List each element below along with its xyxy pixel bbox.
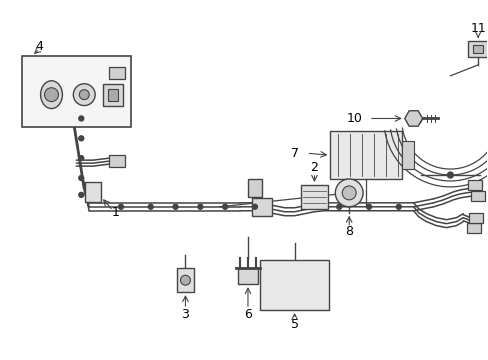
Bar [176,268,194,292]
Text: 2: 2 [310,161,318,174]
Ellipse shape [41,81,62,109]
Bar [468,41,487,57]
Circle shape [180,275,190,285]
Text: 7: 7 [290,147,298,160]
Circle shape [335,179,362,207]
Text: 10: 10 [346,112,361,125]
Bar [21,56,131,127]
Circle shape [79,116,83,121]
Circle shape [342,186,355,200]
Circle shape [79,136,83,141]
Text: 6: 6 [244,309,251,321]
Bar [401,141,413,170]
Text: 9: 9 [414,114,422,127]
Text: 3: 3 [181,309,189,321]
Circle shape [173,204,178,209]
Bar [109,67,124,79]
Circle shape [447,172,452,178]
Circle shape [79,90,89,100]
Circle shape [222,204,227,209]
Bar [300,185,327,209]
Circle shape [118,204,123,209]
Circle shape [79,156,83,161]
Bar [472,45,482,53]
Circle shape [73,84,95,105]
Bar [468,213,482,223]
Bar [251,198,271,216]
Circle shape [252,204,257,209]
Circle shape [79,176,83,180]
Bar [85,182,101,202]
Text: 4: 4 [36,40,43,53]
Circle shape [198,204,203,209]
Text: 5: 5 [290,318,298,331]
Bar [108,89,118,100]
Text: 11: 11 [469,22,485,35]
Bar [470,191,484,201]
Bar [330,131,401,179]
Bar [238,268,257,284]
Circle shape [336,204,341,209]
Polygon shape [404,111,422,126]
Bar [103,84,122,105]
Text: 1: 1 [112,206,120,219]
Bar [247,179,262,197]
Text: 8: 8 [345,225,352,238]
Circle shape [79,192,83,197]
Bar [468,180,481,190]
Circle shape [148,204,153,209]
Bar [467,223,480,233]
Bar [109,155,124,167]
Circle shape [395,204,401,209]
Circle shape [366,204,371,209]
Circle shape [44,88,59,102]
Bar [259,260,328,310]
